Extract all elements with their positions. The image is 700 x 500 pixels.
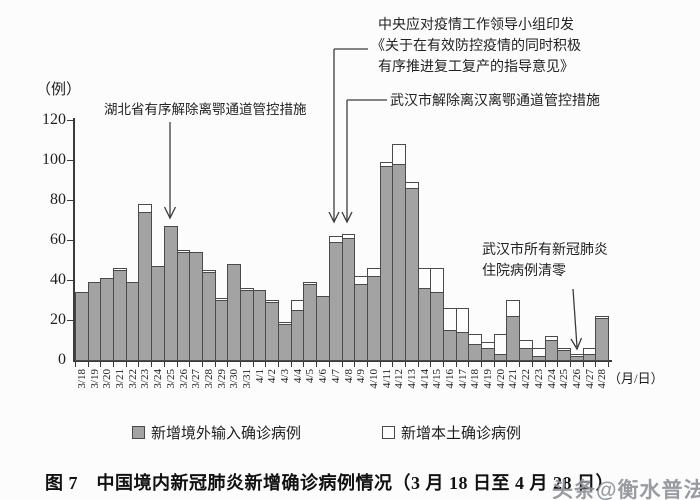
x-axis-tick — [329, 360, 330, 367]
x-axis-tick — [151, 360, 152, 367]
x-axis-tick — [265, 360, 266, 367]
bar-segment-local — [405, 182, 419, 189]
y-axis-tick-label: 0 — [58, 351, 66, 368]
bar-segment-local — [342, 234, 355, 239]
bar-segment-local — [519, 340, 533, 349]
x-axis-tick — [202, 360, 203, 367]
y-axis-tick-label: 40 — [50, 271, 66, 288]
y-axis-unit-label: （例） — [36, 82, 82, 98]
legend-swatch-imported — [132, 426, 145, 439]
bar-segment-local — [202, 270, 216, 273]
x-axis-tick — [278, 360, 279, 367]
y-axis-tick-label: 100 — [42, 151, 66, 168]
annotation-hubei-channel: 湖北省有序解除离鄂通道管控措施 — [104, 102, 307, 117]
watermark: 头条@衡水普法 — [552, 479, 700, 500]
x-axis-tick — [557, 360, 558, 367]
x-axis-tick — [380, 360, 381, 367]
y-axis-tick-label: 60 — [50, 231, 66, 248]
x-axis-tick — [367, 360, 368, 367]
legend-item-imported: 新增境外输入确诊病例 — [132, 422, 301, 443]
x-axis-tick — [532, 360, 533, 367]
y-axis-tick — [67, 240, 75, 241]
x-axis-tick — [100, 360, 101, 367]
x-axis-tick — [303, 360, 304, 367]
bar-segment-local — [240, 288, 254, 291]
y-axis-tick — [67, 120, 75, 121]
annotation-central-line2: 《关于在有效防控疫情的同时积极 — [371, 39, 581, 54]
x-axis-tick — [608, 360, 609, 367]
x-axis-tick — [240, 360, 241, 367]
x-axis-tick — [506, 360, 507, 367]
bar-segment-local — [392, 144, 406, 165]
x-axis-tick — [545, 360, 546, 367]
bar-segment-local — [468, 334, 482, 345]
y-axis-tick — [67, 160, 75, 161]
x-axis-tick — [164, 360, 165, 367]
legend-swatch-local — [382, 426, 395, 439]
x-axis-tick — [126, 360, 127, 367]
x-axis-tick — [253, 360, 254, 367]
bar-segment-local — [506, 300, 520, 317]
bar-segment-local — [113, 268, 127, 271]
bar-segment-local — [456, 308, 469, 333]
bar-segment-local — [545, 336, 558, 341]
x-axis-tick — [481, 360, 482, 367]
x-axis-tick — [342, 360, 343, 367]
annotation-central-line1: 中央应对疫情工作领导小组印发 — [378, 18, 574, 33]
x-axis-tick — [227, 360, 228, 367]
annotation-wuhan-cleared-line1: 武汉市所有新冠肺炎 — [482, 243, 608, 258]
bar-segment-local — [595, 316, 609, 319]
x-axis-tick — [215, 360, 216, 367]
x-axis-tick — [405, 360, 406, 367]
x-axis-tick — [88, 360, 89, 367]
x-axis-tick — [570, 360, 571, 367]
annotation-central-line3: 有序推进复工复产的指导意见》 — [378, 60, 574, 75]
x-axis-tick — [189, 360, 190, 367]
x-axis-tick — [468, 360, 469, 367]
x-axis-tick — [138, 360, 139, 367]
figure-caption: 图 7 中国境内新冠肺炎新增确诊病例情况（3 月 18 日至 4 月 28 日） — [45, 473, 614, 493]
x-axis-tick — [177, 360, 178, 367]
x-axis-unit-label: （月/日） — [608, 371, 664, 386]
legend-label-imported: 新增境外输入确诊病例 — [151, 426, 302, 442]
annotation-wuhan-cleared: 武汉市所有新冠肺炎 住院病例清零 — [482, 240, 608, 282]
x-axis-tick — [443, 360, 444, 367]
x-axis-tick — [583, 360, 584, 367]
legend-label-local: 新增本土确诊病例 — [401, 426, 522, 442]
x-axis-tick — [430, 360, 431, 367]
x-axis-tick — [354, 360, 355, 367]
bar-segment-local — [177, 250, 190, 253]
x-axis-tick — [494, 360, 495, 367]
x-axis-tick — [595, 360, 596, 367]
bar-segment-local — [557, 348, 571, 351]
x-axis-tick — [113, 360, 114, 367]
x-axis-tick — [291, 360, 292, 367]
y-axis-tick — [67, 280, 75, 281]
x-axis-tick — [316, 360, 317, 367]
x-axis-tick — [519, 360, 520, 367]
y-axis-tick-label: 120 — [42, 111, 66, 128]
y-axis-tick — [67, 320, 75, 321]
annotation-wuhan-cleared-line2: 住院病例清零 — [482, 264, 566, 279]
x-axis-tick — [75, 360, 76, 367]
bar-segment-local — [138, 204, 152, 213]
legend-item-local: 新增本土确诊病例 — [382, 422, 521, 443]
x-axis-tick — [392, 360, 393, 367]
bar-segment-local — [430, 268, 444, 293]
bar-segment-local — [265, 300, 279, 303]
y-axis-tick-label: 20 — [50, 311, 66, 328]
bar-segment-local — [303, 282, 317, 285]
y-axis-tick-label: 80 — [50, 191, 66, 208]
x-axis-tick — [418, 360, 419, 367]
y-axis-tick — [67, 200, 75, 201]
x-axis-tick — [456, 360, 457, 367]
annotation-wuhan-channel: 武汉市解除离汉离鄂通道管控措施 — [390, 94, 600, 109]
annotation-central-group: 中央应对疫情工作领导小组印发 《关于在有效防控疫情的同时积极 有序推进复工复产的… — [350, 15, 602, 78]
